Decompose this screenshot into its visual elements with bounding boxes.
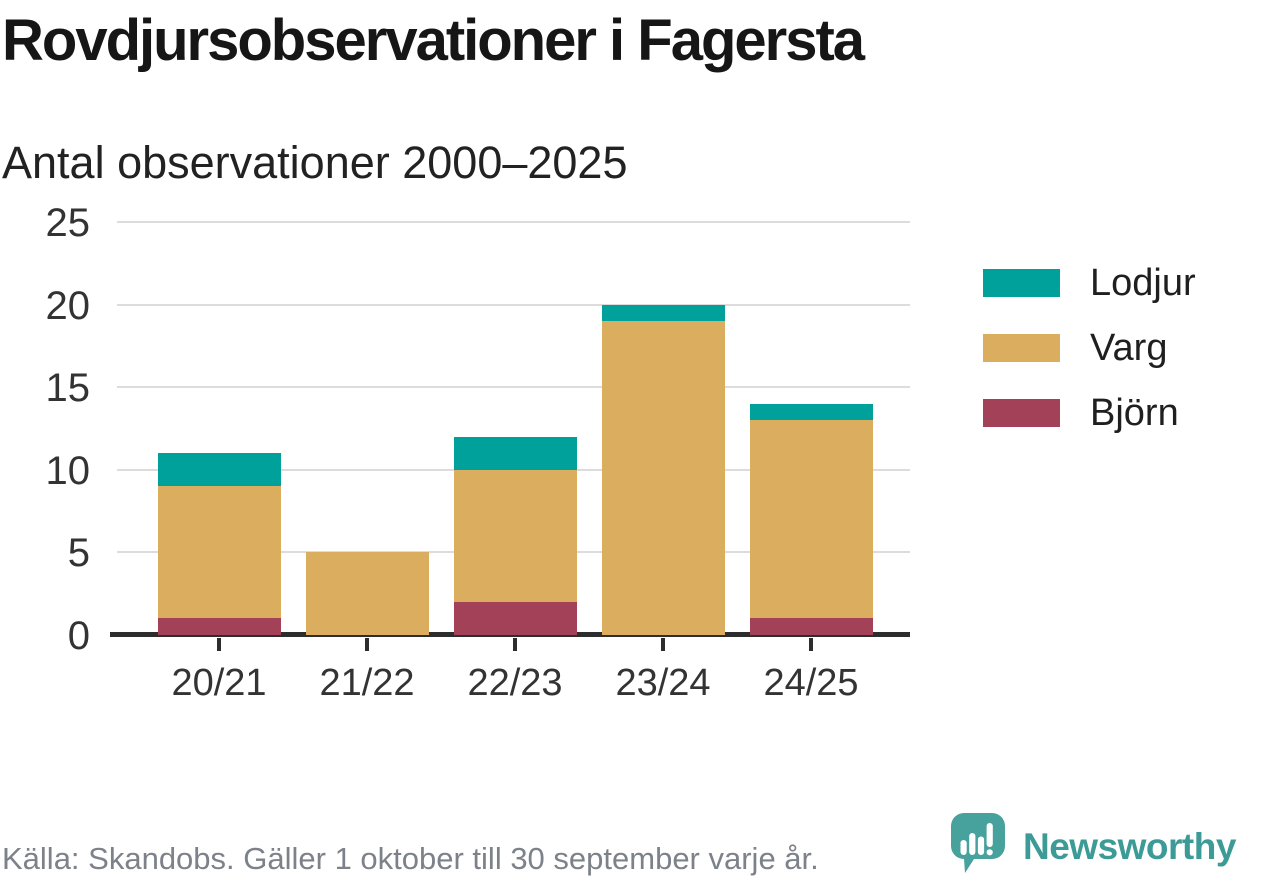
y-tick-label-20: 20	[45, 283, 91, 328]
x-tick-label-24-25: 24/25	[763, 662, 859, 704]
bar-segment-22-23-lodjur	[453, 436, 577, 470]
legend-swatch-björn	[983, 399, 1060, 427]
x-tick-label-22-23: 22/23	[467, 662, 563, 704]
brand-name: Newsworthy	[1023, 826, 1236, 867]
x-tick-mark	[513, 638, 517, 651]
x-tick-mark	[217, 638, 221, 651]
gridline-y15	[117, 386, 910, 389]
y-tick-label-25: 25	[45, 201, 91, 245]
x-tick-mark	[661, 638, 665, 651]
bar-segment-21-22-varg	[305, 552, 429, 635]
bar-segment-20-21-björn	[157, 618, 281, 635]
x-tick-mark	[365, 638, 369, 651]
legend-swatch-lodjur	[983, 269, 1060, 297]
y-tick-label-10: 10	[45, 448, 91, 493]
newsworthy-logo-icon	[951, 813, 1005, 873]
x-tick-label-20-21: 20/21	[171, 662, 267, 704]
bar-segment-23-24-lodjur	[601, 304, 725, 322]
newsworthy-logo: Newsworthy	[951, 813, 1236, 876]
legend-label-lodjur: Lodjur	[1090, 262, 1196, 304]
legend: Lodjur Varg Björn	[983, 264, 1196, 432]
source-note: Källa: Skandobs. Gäller 1 oktober till 3…	[2, 841, 819, 876]
y-tick-label-0: 0	[67, 614, 90, 658]
bar-segment-22-23-varg	[453, 469, 577, 602]
y-tick-label-15: 15	[45, 366, 91, 411]
x-tick-label-23-24: 23/24	[615, 662, 711, 704]
bar-segment-20-21-lodjur	[157, 453, 281, 487]
legend-swatch-varg	[983, 334, 1060, 362]
x-tick-mark	[809, 638, 813, 651]
legend-item-lodjur: Lodjur	[983, 264, 1196, 302]
legend-label-björn: Björn	[1090, 392, 1179, 434]
bar-segment-24-25-björn	[749, 618, 873, 635]
legend-item-björn: Björn	[983, 394, 1196, 432]
bar-segment-24-25-varg	[749, 420, 873, 619]
y-tick-label-5: 5	[67, 531, 90, 576]
bar-segment-22-23-björn	[453, 601, 577, 635]
gridline-y25	[117, 221, 910, 223]
bar-segment-23-24-varg	[601, 321, 725, 635]
bar-segment-20-21-varg	[157, 486, 281, 619]
x-tick-label-21-22: 21/22	[319, 662, 415, 704]
bar-segment-24-25-lodjur	[749, 403, 873, 421]
legend-item-varg: Varg	[983, 329, 1196, 367]
gridline-y20	[117, 303, 910, 306]
chart-title: Rovdjursobservationer i Fagersta	[2, 8, 865, 73]
legend-label-varg: Varg	[1090, 327, 1168, 369]
plot-area: 0 5 10 15 20 25 20/21 21/22 22/23 23/24 24/25	[46, 203, 910, 704]
chart-subtitle: Antal observationer 2000–2025	[2, 137, 628, 188]
